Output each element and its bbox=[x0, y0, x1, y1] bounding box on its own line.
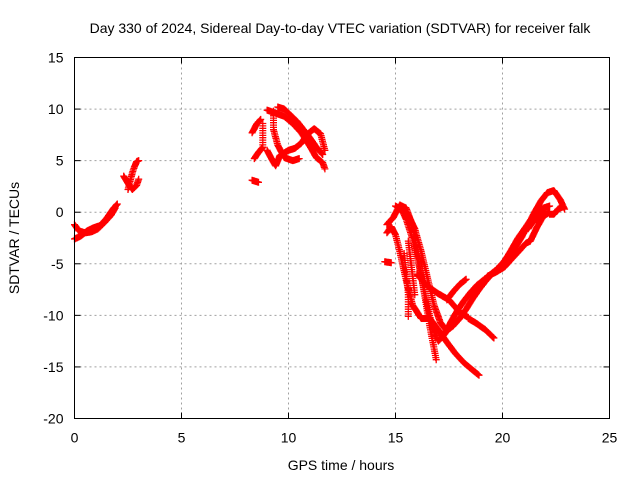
data-point-markers bbox=[546, 203, 566, 218]
track-3 bbox=[124, 157, 143, 193]
x-tick-label: 20 bbox=[495, 430, 511, 446]
track-21 bbox=[484, 208, 554, 280]
track-10 bbox=[263, 125, 329, 170]
data-point-markers bbox=[400, 250, 412, 320]
data-point-markers bbox=[443, 275, 470, 304]
x-axis-label: GPS time / hours bbox=[288, 457, 395, 473]
chart-title: Day 330 of 2024, Sidereal Day-to-day VTE… bbox=[90, 20, 592, 36]
y-tick-label: 15 bbox=[48, 50, 64, 66]
track-16 bbox=[400, 250, 412, 320]
x-tick-labels: 0 5 10 15 20 25 bbox=[71, 430, 618, 446]
track-23 bbox=[524, 208, 549, 233]
data-point-markers bbox=[484, 208, 554, 280]
track-22 bbox=[546, 203, 566, 218]
data-point-markers bbox=[404, 237, 419, 299]
y-tick-label: 5 bbox=[56, 153, 64, 169]
track-20 bbox=[464, 315, 498, 342]
y-tick-label: -15 bbox=[43, 359, 63, 375]
x-tick-label: 25 bbox=[602, 430, 618, 446]
data-point-markers bbox=[464, 315, 498, 342]
data-point-markers bbox=[124, 157, 143, 193]
y-axis-label: SDTVAR / TECUs bbox=[6, 182, 22, 294]
x-tick-label: 10 bbox=[281, 430, 297, 446]
data-point-markers bbox=[263, 125, 329, 170]
track-14 bbox=[381, 258, 395, 267]
data-markers bbox=[71, 103, 569, 379]
x-tick-label: 5 bbox=[178, 430, 186, 446]
data-point-markers bbox=[248, 176, 262, 186]
track-17 bbox=[404, 237, 419, 299]
track-13 bbox=[383, 201, 440, 364]
track-9 bbox=[270, 107, 303, 165]
y-tick-label: -5 bbox=[51, 256, 64, 272]
y-tick-label: 10 bbox=[48, 101, 64, 117]
x-tick-label: 15 bbox=[388, 430, 404, 446]
track-19 bbox=[443, 275, 470, 304]
y-tick-label: -10 bbox=[43, 307, 63, 323]
y-tick-labels: -20 -15 -10 -5 0 5 10 15 bbox=[43, 50, 63, 427]
data-point-markers bbox=[524, 208, 549, 233]
y-tick-label: 0 bbox=[56, 204, 64, 220]
track-6 bbox=[248, 115, 265, 137]
data-point-markers bbox=[250, 120, 267, 163]
track-4 bbox=[248, 176, 262, 186]
data-point-markers bbox=[381, 258, 395, 267]
data-point-markers bbox=[270, 107, 303, 165]
track-5 bbox=[250, 120, 267, 163]
plot-frame bbox=[74, 57, 610, 419]
data-point-markers bbox=[383, 201, 440, 364]
y-tick-label: -20 bbox=[43, 411, 63, 427]
data-point-markers bbox=[248, 115, 265, 137]
x-tick-label: 0 bbox=[71, 430, 79, 446]
